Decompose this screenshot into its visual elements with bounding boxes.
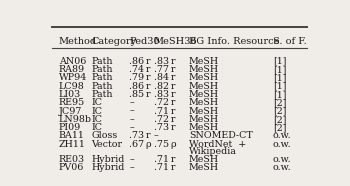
Text: [1]: [1] [273, 65, 286, 74]
Text: MeSH: MeSH [189, 73, 219, 82]
Text: Wikipedia: Wikipedia [189, 147, 237, 156]
Text: .71 r: .71 r [154, 163, 175, 172]
Text: BG Info. Resource: BG Info. Resource [189, 37, 279, 46]
Text: LN98b: LN98b [59, 115, 92, 124]
Text: LC98: LC98 [59, 82, 84, 91]
Text: .73 r: .73 r [154, 123, 175, 132]
Text: MeSH: MeSH [189, 82, 219, 91]
Text: [2]: [2] [273, 115, 286, 124]
Text: o.w.: o.w. [273, 155, 292, 164]
Text: .71 r: .71 r [154, 107, 175, 116]
Text: MeSH: MeSH [189, 98, 219, 107]
Text: MeSH36: MeSH36 [154, 37, 197, 46]
Text: Path: Path [91, 90, 113, 99]
Text: .75 ρ: .75 ρ [154, 140, 176, 149]
Text: .85 r: .85 r [129, 90, 151, 99]
Text: SNOMED-CT: SNOMED-CT [189, 132, 253, 140]
Text: IC: IC [91, 115, 102, 124]
Text: –: – [129, 163, 134, 172]
Text: [2]: [2] [273, 123, 286, 132]
Text: .86 r: .86 r [129, 57, 151, 66]
Text: .72 r: .72 r [154, 115, 175, 124]
Text: PV06: PV06 [59, 163, 84, 172]
Text: –: – [154, 132, 158, 140]
Text: .82 r: .82 r [154, 82, 175, 91]
Text: [1]: [1] [273, 90, 286, 99]
Text: .73 r: .73 r [129, 132, 151, 140]
Text: S. of F.: S. of F. [273, 37, 307, 46]
Text: o.w.: o.w. [273, 132, 292, 140]
Text: Path: Path [91, 73, 113, 82]
Text: MeSH: MeSH [189, 90, 219, 99]
Text: Path: Path [91, 57, 113, 66]
Text: .74 r: .74 r [129, 65, 150, 74]
Text: .77 r: .77 r [154, 65, 175, 74]
Text: PI09: PI09 [59, 123, 81, 132]
Text: .72 r: .72 r [154, 98, 175, 107]
Text: MeSH: MeSH [189, 163, 219, 172]
Text: IC: IC [91, 98, 102, 107]
Text: o.w.: o.w. [273, 163, 292, 172]
Text: Vector: Vector [91, 140, 122, 149]
Text: [2]: [2] [273, 107, 286, 116]
Text: –: – [129, 107, 134, 116]
Text: ZH11: ZH11 [59, 140, 85, 149]
Text: MeSH: MeSH [189, 65, 219, 74]
Text: JC97: JC97 [59, 107, 82, 116]
Text: .79 r: .79 r [129, 73, 151, 82]
Text: WordNet  +: WordNet + [189, 140, 246, 149]
Text: BA11: BA11 [59, 132, 85, 140]
Text: o.w.: o.w. [273, 140, 292, 149]
Text: WP94: WP94 [59, 73, 87, 82]
Text: –: – [129, 155, 134, 164]
Text: RA89: RA89 [59, 65, 85, 74]
Text: .71 r: .71 r [154, 155, 175, 164]
Text: AN06: AN06 [59, 57, 86, 66]
Text: Path: Path [91, 65, 113, 74]
Text: MeSH: MeSH [189, 115, 219, 124]
Text: –: – [129, 123, 134, 132]
Text: –: – [129, 115, 134, 124]
Text: IC: IC [91, 107, 102, 116]
Text: Hybrid: Hybrid [91, 163, 125, 172]
Text: RE95: RE95 [59, 98, 85, 107]
Text: MeSH: MeSH [189, 57, 219, 66]
Text: RE03: RE03 [59, 155, 85, 164]
Text: –: – [129, 98, 134, 107]
Text: .67 ρ: .67 ρ [129, 140, 152, 149]
Text: IC: IC [91, 123, 102, 132]
Text: LI03: LI03 [59, 90, 81, 99]
Text: MeSH: MeSH [189, 123, 219, 132]
Text: .84 r: .84 r [154, 73, 175, 82]
Text: Category: Category [91, 37, 136, 46]
Text: MeSH: MeSH [189, 107, 219, 116]
Text: [2]: [2] [273, 98, 286, 107]
Text: [1]: [1] [273, 57, 286, 66]
Text: .83 r: .83 r [154, 90, 175, 99]
Text: .83 r: .83 r [154, 57, 175, 66]
Text: Ped30: Ped30 [129, 37, 160, 46]
Text: Path: Path [91, 82, 113, 91]
Text: MeSH: MeSH [189, 155, 219, 164]
Text: Gloss: Gloss [91, 132, 118, 140]
Text: .86 r: .86 r [129, 82, 151, 91]
Text: [1]: [1] [273, 82, 286, 91]
Text: Hybrid: Hybrid [91, 155, 125, 164]
Text: [1]: [1] [273, 73, 286, 82]
Text: Method: Method [59, 37, 97, 46]
